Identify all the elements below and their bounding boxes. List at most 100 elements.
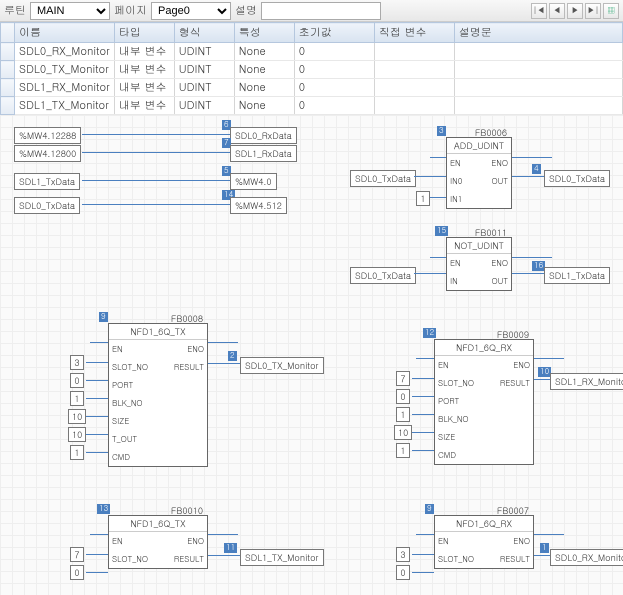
ladder-diagram[interactable]: %MW4.12288 6 SDL0_RxData %MW4.12800 7 SD… [0,115,623,595]
literal[interactable]: 1 [416,191,430,206]
tag[interactable]: SDL0_RX_Monitor [550,549,623,566]
cell[interactable]: SDL0_RX_Monitor [15,43,115,61]
fb-instance: FB0007 [497,504,529,517]
label-page: 페이지 [114,3,147,18]
cell[interactable] [454,79,622,97]
col-name[interactable]: 이름 [15,23,115,43]
pin: 9 [99,312,108,322]
table-row[interactable]: SDL0_TX_Monitor내부 변수UDINTNone0 [1,61,623,79]
desc-input[interactable] [261,2,381,20]
literal[interactable]: 10 [68,427,86,442]
cell[interactable]: UDINT [174,79,234,97]
cell[interactable]: None [234,43,294,61]
tag[interactable]: SDL1_TxData [544,267,610,284]
cell[interactable]: 내부 변수 [114,61,174,79]
cell[interactable]: SDL1_TX_Monitor [15,97,115,115]
pin: 13 [97,504,110,514]
cell[interactable]: 0 [294,97,374,115]
cell[interactable]: None [234,97,294,115]
cell[interactable]: 0 [294,79,374,97]
table-row[interactable]: SDL0_RX_Monitor내부 변수UDINTNone0 [1,43,623,61]
tag[interactable]: SDL0_TxData [350,170,416,187]
pin: 2 [228,351,237,361]
literal[interactable]: 3 [396,547,410,562]
tag[interactable]: SDL0_RxData [230,127,297,144]
col-direct[interactable]: 직접 변수 [374,23,454,43]
fb-type: NFD1_6Q_RX [435,340,533,356]
page-select[interactable]: Page0 [151,2,231,20]
cell[interactable] [374,97,454,115]
literal[interactable]: 7 [396,371,410,386]
fb-0010[interactable]: FB0010 13 NFD1_6Q_TX ENENO SLOT_NORESULT [108,515,208,569]
literal[interactable]: 1 [396,443,410,458]
tag[interactable]: %MW4.0 [230,173,277,190]
cell[interactable]: UDINT [174,97,234,115]
cell[interactable]: 내부 변수 [114,43,174,61]
fb-0009[interactable]: FB0009 12 NFD1_6Q_RX ENENO SLOT_NORESULT… [434,339,534,465]
cell[interactable] [374,43,454,61]
cell[interactable]: SDL0_TX_Monitor [15,61,115,79]
cell[interactable] [454,97,622,115]
fb-not-udint[interactable]: FB0011 15 NOT_UDINT ENENO INOUT [446,237,512,291]
col-attr[interactable]: 특성 [234,23,294,43]
tag[interactable]: SDL0_TxData [14,197,80,214]
col-type[interactable]: 타입 [114,23,174,43]
nav-prev[interactable]: ◀ [549,3,565,19]
fb-add-udint[interactable]: FB0006 3 ADD_UDINT ENENO IN0OUT IN1 [446,137,512,209]
tag[interactable]: %MW4.12288 [14,127,81,144]
variable-grid: 이름 타입 형식 특성 초기값 직접 변수 설명문 SDL0_RX_Monito… [0,22,623,115]
nav-first[interactable]: |◀ [531,3,547,19]
literal[interactable]: 1 [70,391,84,406]
tag[interactable]: %MW4.12800 [14,145,81,162]
literal[interactable]: 1 [396,407,410,422]
cell[interactable] [454,61,622,79]
nav-last[interactable]: ▶| [585,3,601,19]
cell[interactable]: 내부 변수 [114,79,174,97]
cell[interactable]: 내부 변수 [114,97,174,115]
cell[interactable]: None [234,61,294,79]
tag[interactable]: SDL0_TxData [350,267,416,284]
cell[interactable] [374,61,454,79]
col-desc[interactable]: 설명문 [454,23,622,43]
pin: 9 [425,504,434,514]
literal[interactable]: 0 [70,565,84,580]
literal[interactable]: 10 [394,425,412,440]
fb-0007[interactable]: FB0007 9 NFD1_6Q_RX ENENO SLOT_NORESULT [434,515,534,569]
fb-instance: FB0011 [475,226,507,239]
nav-grid-icon[interactable]: ▦ [603,3,619,19]
fb-0008[interactable]: FB0008 9 NFD1_6Q_TX ENENO SLOT_NORESULT … [108,323,208,467]
cell[interactable]: 0 [294,61,374,79]
cell[interactable]: SDL1_RX_Monitor [15,79,115,97]
col-init[interactable]: 초기값 [294,23,374,43]
literal[interactable]: 7 [70,547,84,562]
routine-select[interactable]: MAIN [30,2,110,20]
fb-instance: FB0006 [475,126,507,139]
tag[interactable]: SDL0_TxData [544,170,610,187]
col-format[interactable]: 형식 [174,23,234,43]
literal[interactable]: 3 [70,355,84,370]
literal[interactable]: 0 [70,373,84,388]
tag[interactable]: SDL1_TX_Monitor [240,549,324,566]
literal[interactable]: 0 [396,389,410,404]
cell[interactable] [454,43,622,61]
cell[interactable]: 0 [294,43,374,61]
table-row[interactable]: SDL1_TX_Monitor내부 변수UDINTNone0 [1,97,623,115]
toolbar: 루틴 MAIN 페이지 Page0 설명 |◀ ◀ ▶ ▶| ▦ [0,0,623,22]
cell[interactable] [374,79,454,97]
fb-instance: FB0008 [171,312,203,325]
nav-next[interactable]: ▶ [567,3,583,19]
tag[interactable]: SDL1_RX_Monitor [550,373,623,390]
tag[interactable]: SDL1_TxData [14,173,80,190]
tag[interactable]: %MW4.512 [230,197,287,214]
table-row[interactable]: SDL1_RX_Monitor내부 변수UDINTNone0 [1,79,623,97]
cell[interactable]: UDINT [174,61,234,79]
pin: 1 [540,543,549,553]
literal[interactable]: 0 [396,565,410,580]
literal[interactable]: 1 [70,445,84,460]
cell[interactable]: None [234,79,294,97]
tag[interactable]: SDL1_RxData [230,145,297,162]
literal[interactable]: 10 [68,409,86,424]
cell[interactable]: UDINT [174,43,234,61]
tag[interactable]: SDL0_TX_Monitor [240,357,324,374]
nav-controls: |◀ ◀ ▶ ▶| ▦ [531,3,619,19]
